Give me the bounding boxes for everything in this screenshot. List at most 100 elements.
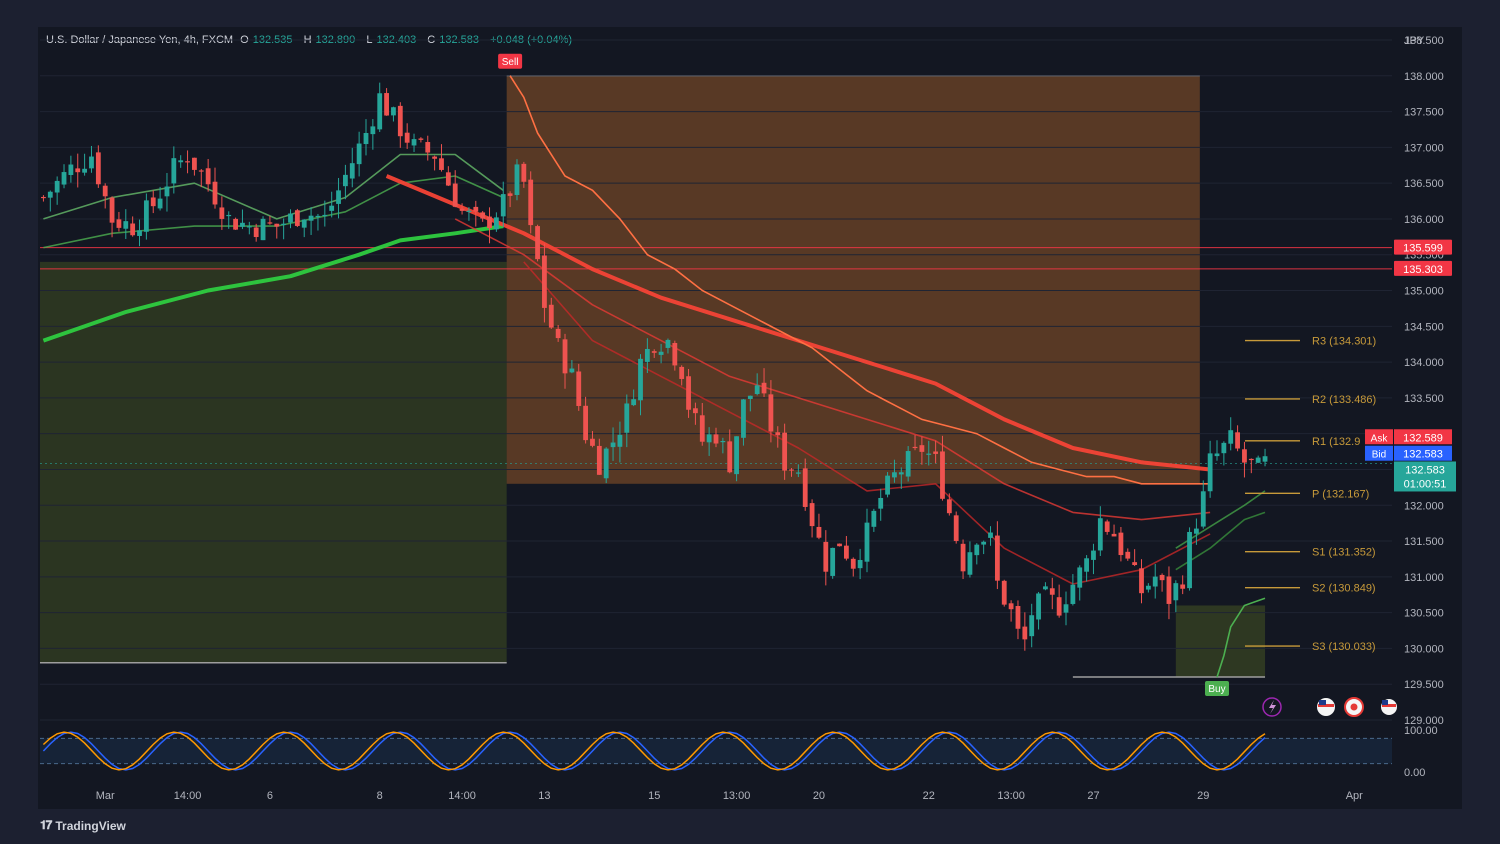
candle-body	[336, 190, 341, 204]
candle-body	[610, 442, 616, 448]
candle-body	[1242, 449, 1247, 463]
time-tick-label: 22	[923, 790, 935, 802]
signals-layer: Sell Buy	[498, 53, 1229, 697]
candle-body	[638, 358, 643, 401]
candle-body	[1187, 531, 1192, 589]
candle-body	[569, 368, 575, 373]
pivots-layer: R3 (134.301) R2 (133.486) R1 (132.9 P (132.…	[1245, 336, 1376, 653]
time-tick-label: 14:00	[174, 790, 202, 802]
bid-chip-bg	[1365, 445, 1393, 461]
candle-body	[102, 185, 108, 197]
sell-signal-label: Sell	[502, 57, 519, 68]
candle-body	[967, 552, 973, 575]
time-tick-label: 8	[377, 790, 383, 802]
candle-body	[1015, 606, 1021, 629]
candle-body	[590, 438, 595, 446]
candle-body	[631, 399, 637, 406]
candle-body	[1248, 458, 1254, 461]
candle-body	[912, 446, 918, 449]
candle-body	[528, 179, 534, 226]
candle-body	[548, 304, 554, 328]
candle-body	[240, 222, 245, 227]
candle-body	[315, 215, 321, 218]
pivot-label: R3 (134.301)	[1312, 336, 1376, 348]
candle-body	[1262, 456, 1268, 462]
price-tick-label: 130.000	[1404, 643, 1444, 655]
candle-body	[363, 132, 369, 145]
price-tick-label: 136.500	[1404, 178, 1444, 190]
candle-body	[795, 472, 801, 474]
candle-body	[95, 152, 101, 185]
candle-body	[871, 510, 877, 527]
candle-body	[370, 126, 376, 135]
candle-body	[1070, 584, 1076, 604]
candle-body	[960, 543, 966, 572]
price-tick-label: 131.000	[1404, 572, 1444, 584]
candle-body	[720, 440, 726, 443]
bid-tag: 132.583	[1403, 449, 1443, 461]
candle-body	[473, 206, 479, 212]
jp-flag-icon[interactable]	[1344, 697, 1364, 717]
candle-body	[411, 139, 417, 146]
candle-body	[61, 172, 67, 185]
time-tick-label: Apr	[1346, 790, 1363, 802]
lightning-icon[interactable]	[1262, 697, 1282, 717]
price-tick-label: 133.500	[1404, 393, 1444, 405]
candle-body	[377, 93, 383, 130]
candle-body	[384, 93, 389, 116]
candle-body	[349, 163, 355, 179]
candle-body	[418, 138, 424, 140]
candle-body	[391, 107, 396, 116]
candle-body	[1152, 576, 1158, 587]
candle-body	[651, 351, 657, 353]
chart-panel[interactable]	[38, 27, 1462, 809]
candle-body	[974, 544, 980, 556]
candle-body	[1084, 558, 1090, 572]
candle-body	[68, 164, 74, 175]
candle-body	[445, 172, 451, 186]
candle-body	[994, 535, 1000, 581]
candles-layer	[41, 82, 1268, 651]
candle-body	[308, 215, 314, 221]
time-tick-label: 15	[648, 790, 660, 802]
candle-body	[212, 181, 218, 205]
candle-body	[178, 160, 184, 163]
candle-body	[130, 223, 136, 236]
candle-body	[281, 223, 287, 225]
candle-body	[1022, 626, 1028, 640]
candle-body	[885, 475, 890, 495]
candle-body	[480, 212, 486, 219]
candle-body	[1228, 430, 1234, 444]
ema-line	[42, 224, 504, 343]
candle-body	[41, 196, 46, 199]
candle-body	[789, 469, 794, 471]
last-price-tag: 132.583	[1405, 464, 1445, 476]
candle-body	[164, 186, 170, 197]
candle-body	[226, 214, 232, 217]
candle-body	[1001, 580, 1007, 605]
buy-signal-label: Buy	[1208, 684, 1225, 695]
buy-zone	[40, 261, 507, 663]
brand-logo[interactable]: 𝟏𝟕 TradingView	[40, 818, 126, 833]
price-tick-label: 134.000	[1404, 357, 1444, 369]
price-tags: 135.599 135.303 Ask 132.589 Bid 132.583 132.58…	[1365, 239, 1456, 492]
candle-body	[1008, 603, 1014, 610]
candle-body	[425, 142, 431, 153]
us-flag-icon-partial[interactable]	[1381, 699, 1397, 715]
candle-body	[802, 468, 808, 507]
candle-body	[713, 434, 719, 444]
price-tick-label: 134.500	[1404, 321, 1444, 333]
candle-body	[397, 105, 403, 137]
candle-body	[1214, 453, 1220, 457]
candle-body	[274, 223, 280, 227]
us-flag-icon[interactable]	[1317, 698, 1335, 716]
candle-body	[1255, 457, 1261, 463]
price-tick-label: 129.500	[1404, 679, 1444, 691]
candle-body	[981, 541, 987, 545]
candle-body	[727, 441, 733, 473]
candle-body	[75, 168, 81, 173]
brand-name: TradingView	[55, 818, 126, 833]
pivot-label: S2 (130.849)	[1312, 583, 1376, 595]
